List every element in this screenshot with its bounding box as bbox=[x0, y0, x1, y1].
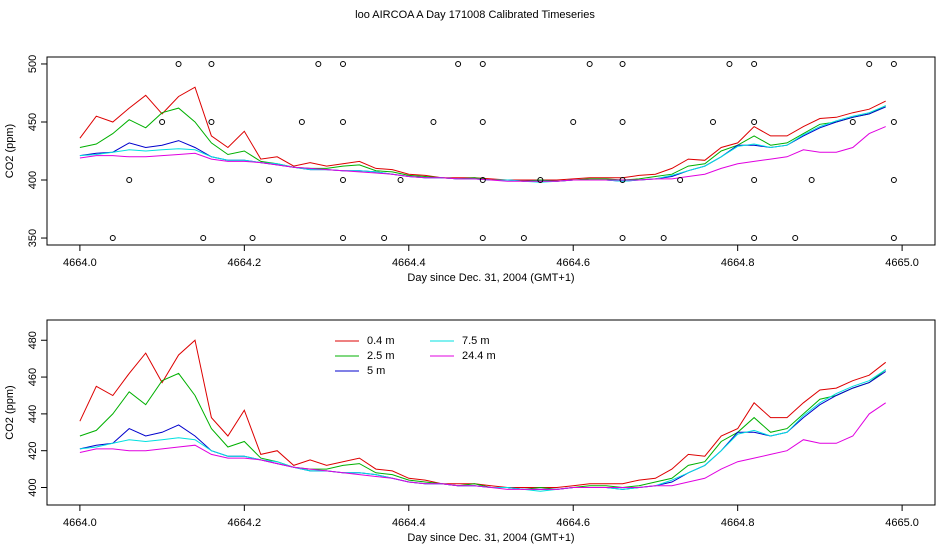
series-line bbox=[79, 105, 886, 182]
y-tick-label: 480 bbox=[27, 331, 39, 349]
status-marker bbox=[751, 118, 758, 125]
x-axis-label: Day since Dec. 31, 2004 (GMT+1) bbox=[407, 272, 574, 284]
x-axis-label: Day since Dec. 31, 2004 (GMT+1) bbox=[407, 532, 574, 544]
status-marker bbox=[109, 235, 116, 242]
status-marker bbox=[208, 60, 215, 67]
x-tick-label: 4664.2 bbox=[228, 257, 262, 269]
status-marker bbox=[340, 118, 346, 125]
series-line bbox=[79, 126, 886, 182]
y-tick-label: 500 bbox=[27, 55, 39, 73]
x-tick-label: 4664.0 bbox=[63, 257, 97, 269]
status-marker bbox=[175, 60, 182, 67]
status-marker bbox=[159, 118, 166, 125]
status-marker bbox=[570, 118, 577, 125]
x-tick-label: 4664.4 bbox=[392, 517, 426, 529]
x-tick-label: 4664.6 bbox=[556, 517, 590, 529]
legend-label: 7.5 m bbox=[462, 335, 490, 347]
x-tick-label: 4664.8 bbox=[721, 517, 755, 529]
chart-title: loo AIRCOA A Day 171008 Calibrated Times… bbox=[355, 9, 595, 21]
x-tick-label: 4665.0 bbox=[885, 257, 919, 269]
x-tick-label: 4664.8 bbox=[721, 257, 755, 269]
plot-frame bbox=[46, 56, 936, 246]
y-axis-label: CO2 (ppm) bbox=[4, 124, 16, 178]
status-marker bbox=[430, 118, 437, 125]
plot-frame bbox=[46, 319, 936, 506]
status-marker bbox=[726, 60, 733, 67]
status-marker bbox=[808, 177, 815, 184]
x-tick-label: 4664.6 bbox=[556, 257, 590, 269]
status-marker bbox=[537, 177, 544, 184]
status-marker bbox=[677, 177, 684, 184]
status-marker bbox=[751, 60, 758, 67]
status-marker bbox=[751, 177, 758, 184]
status-marker bbox=[890, 118, 897, 125]
status-marker bbox=[340, 60, 346, 67]
series-line bbox=[79, 402, 886, 490]
legend-label: 5 m bbox=[367, 365, 385, 377]
status-marker bbox=[208, 118, 215, 125]
status-marker bbox=[298, 118, 305, 125]
status-marker bbox=[208, 177, 215, 184]
status-marker bbox=[890, 60, 897, 67]
legend-label: 2.5 m bbox=[367, 350, 395, 362]
status-marker bbox=[710, 118, 716, 125]
status-marker bbox=[619, 118, 626, 125]
status-marker bbox=[397, 177, 404, 184]
status-marker bbox=[479, 118, 486, 125]
y-tick-label: 450 bbox=[27, 113, 39, 131]
status-marker bbox=[792, 235, 799, 242]
x-tick-label: 4665.0 bbox=[885, 517, 919, 529]
y-tick-label: 440 bbox=[27, 405, 39, 423]
status-marker bbox=[381, 235, 388, 242]
status-marker bbox=[520, 235, 527, 242]
status-marker bbox=[249, 235, 256, 242]
status-marker bbox=[479, 177, 486, 184]
status-marker bbox=[479, 235, 486, 242]
y-tick-label: 400 bbox=[27, 171, 39, 189]
status-marker bbox=[619, 235, 626, 242]
status-marker bbox=[890, 235, 897, 242]
status-marker bbox=[619, 177, 626, 184]
status-marker bbox=[849, 118, 856, 125]
y-axis-label: CO2 (ppm) bbox=[4, 385, 16, 439]
status-marker bbox=[586, 60, 593, 67]
status-marker bbox=[890, 177, 897, 184]
status-marker bbox=[751, 235, 758, 242]
x-tick-label: 4664.4 bbox=[392, 257, 426, 269]
status-marker bbox=[866, 60, 873, 67]
status-marker bbox=[660, 235, 667, 242]
status-marker bbox=[340, 177, 346, 184]
status-marker bbox=[126, 177, 133, 184]
legend-label: 24.4 m bbox=[462, 350, 496, 362]
status-marker bbox=[200, 235, 207, 242]
y-tick-label: 400 bbox=[27, 478, 39, 496]
series-line bbox=[79, 339, 887, 488]
status-marker bbox=[455, 60, 462, 67]
status-marker bbox=[619, 60, 626, 67]
x-tick-label: 4664.0 bbox=[63, 517, 97, 529]
series-line bbox=[79, 369, 887, 490]
status-marker bbox=[315, 60, 322, 67]
y-tick-label: 420 bbox=[27, 442, 39, 460]
series-line bbox=[79, 86, 886, 181]
status-marker bbox=[340, 235, 346, 242]
legend-label: 0.4 m bbox=[367, 335, 395, 347]
status-marker bbox=[479, 60, 486, 67]
x-tick-label: 4664.2 bbox=[228, 517, 262, 529]
y-tick-label: 460 bbox=[27, 368, 39, 386]
status-marker bbox=[266, 177, 272, 184]
y-tick-label: 350 bbox=[27, 229, 39, 247]
